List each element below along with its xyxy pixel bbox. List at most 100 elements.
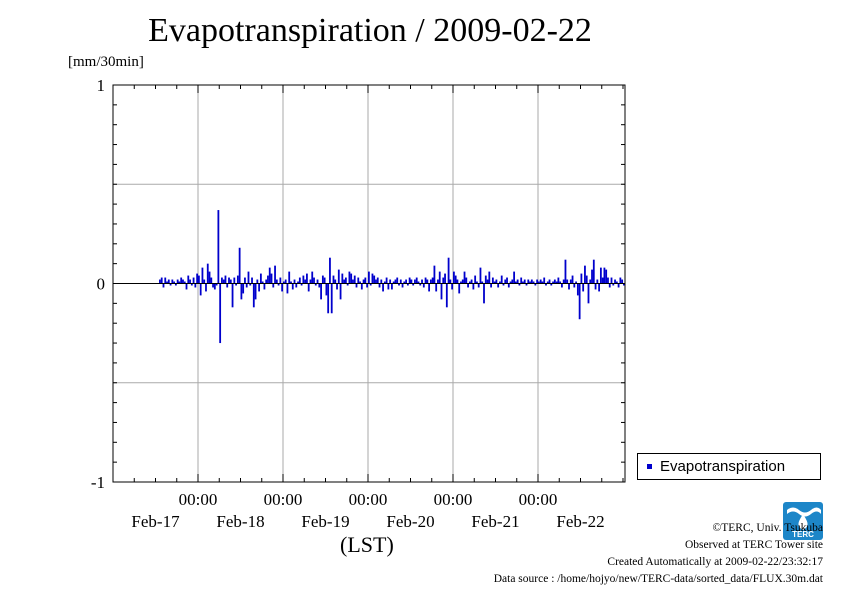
bar — [534, 283, 537, 286]
bar — [281, 283, 284, 292]
bar — [499, 281, 501, 284]
bar — [387, 283, 390, 290]
bar — [190, 283, 193, 286]
bar — [383, 281, 386, 284]
bar — [438, 271, 441, 284]
bar — [355, 283, 358, 288]
bar — [373, 275, 376, 284]
x-date-label: Feb-18 — [216, 512, 264, 531]
bar — [194, 283, 197, 288]
bar — [353, 275, 356, 284]
bar — [267, 275, 269, 284]
bar — [580, 273, 583, 284]
bar — [552, 281, 554, 284]
bar — [474, 275, 477, 284]
bar — [578, 283, 581, 320]
bar — [336, 283, 338, 290]
bar — [291, 283, 294, 290]
bar — [511, 279, 514, 284]
bar — [284, 279, 287, 284]
bar — [414, 279, 416, 284]
bar — [258, 283, 261, 292]
bar — [362, 279, 365, 284]
bar — [329, 257, 331, 284]
bar — [562, 279, 565, 284]
bar — [380, 279, 383, 284]
bar — [210, 277, 213, 284]
credit-source: Data source : /home/hojyo/new/TERC-data/… — [493, 573, 823, 585]
bar — [229, 279, 232, 284]
bar — [520, 277, 523, 284]
bar — [491, 277, 494, 284]
bar — [428, 283, 431, 292]
bar — [164, 277, 167, 284]
y-axis-unit: [mm/30min] — [68, 54, 144, 70]
bar — [529, 281, 531, 284]
bar — [263, 283, 266, 290]
bar — [486, 279, 489, 284]
axis-ticks — [113, 84, 625, 483]
bar — [591, 269, 593, 284]
bar — [371, 273, 374, 284]
bar — [403, 281, 406, 284]
bar — [302, 275, 305, 284]
bar — [283, 281, 285, 284]
x-time-label: 00:00 — [349, 490, 388, 509]
terc-logo-icon: TERC — [783, 502, 823, 540]
bar — [389, 279, 392, 284]
bar — [408, 277, 411, 284]
bar — [447, 257, 450, 284]
bar — [196, 273, 199, 284]
bar — [360, 283, 363, 290]
bar — [240, 283, 243, 300]
bar — [201, 267, 204, 284]
bar — [300, 283, 303, 286]
bar — [548, 279, 551, 284]
bar — [587, 283, 590, 304]
bar — [518, 283, 521, 286]
bar — [249, 283, 252, 286]
bar — [327, 283, 330, 314]
bar — [437, 279, 439, 284]
bar — [244, 277, 246, 284]
bar — [270, 273, 273, 284]
bar — [242, 283, 245, 294]
bar — [596, 279, 599, 284]
bar — [245, 283, 248, 288]
credit-created: Created Automatically at 2009-02-22/23:3… — [607, 556, 823, 568]
bar — [561, 283, 563, 288]
bar — [490, 283, 492, 288]
bar — [488, 271, 491, 284]
credit-observed: Observed at TERC Tower site — [684, 539, 823, 551]
bar — [311, 271, 314, 284]
bar — [357, 277, 360, 284]
bar — [566, 279, 569, 284]
x-date-label: Feb-19 — [301, 512, 349, 531]
bar — [382, 283, 384, 292]
bar — [385, 277, 388, 284]
x-tick-labels: 00:00 00:00 00:00 00:00 00:00 Feb-17 Feb-18 Feb… — [131, 490, 604, 531]
x-date-label: Feb-20 — [386, 512, 434, 531]
bar — [233, 277, 236, 284]
bar — [369, 283, 372, 286]
bar — [601, 277, 604, 284]
bar — [173, 281, 176, 284]
bar — [417, 281, 420, 284]
bar — [334, 279, 337, 284]
bar — [406, 283, 409, 286]
bar — [543, 277, 546, 284]
bar — [410, 279, 413, 284]
bar — [160, 277, 163, 284]
bar — [435, 283, 438, 292]
bar — [341, 273, 344, 284]
bar — [619, 277, 622, 284]
y-tick-label: 0 — [97, 275, 106, 294]
bar — [493, 281, 496, 284]
x-axis-title: (LST) — [340, 532, 394, 557]
bar — [235, 283, 237, 286]
bar — [532, 281, 535, 284]
bar — [440, 283, 443, 300]
bar — [222, 279, 225, 284]
bar — [530, 279, 533, 284]
bar — [576, 283, 579, 296]
